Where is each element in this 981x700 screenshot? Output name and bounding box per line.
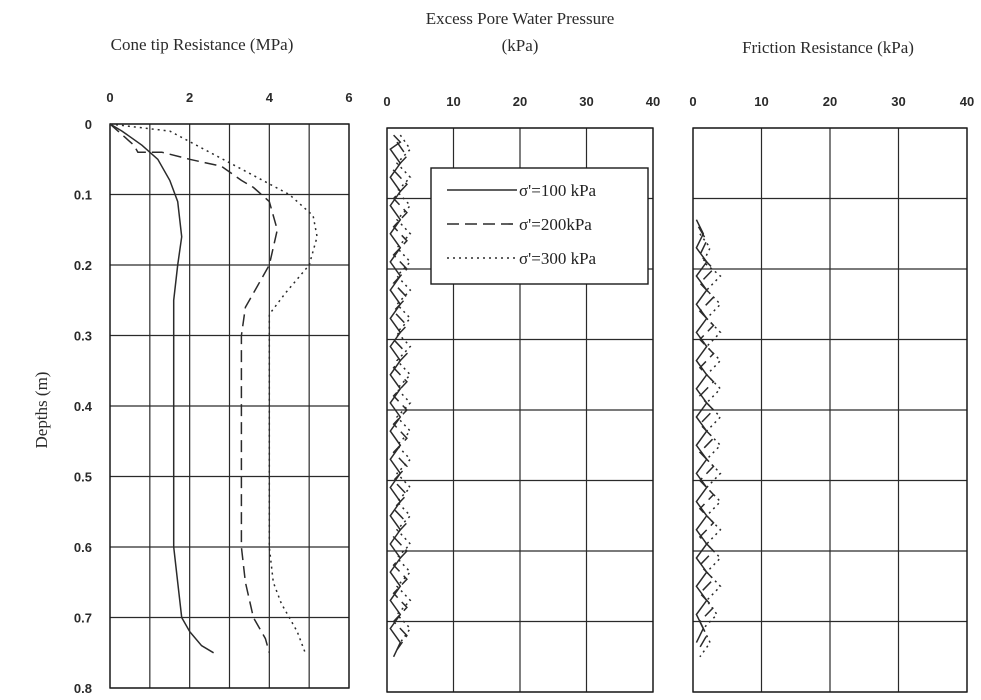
legend-box [430, 167, 649, 285]
y-tick-label: 0.8 [74, 681, 92, 696]
panel-cone: Cone tip Resistance (MPa) 0 2 4 6 0 0.1 0.2 0.3 0… [74, 35, 353, 696]
series-line-solid [389, 134, 402, 658]
series-line-dotted [395, 134, 412, 644]
x-tick-label: 30 [579, 94, 593, 109]
y-tick-label: 0.1 [74, 188, 92, 203]
y-axis-title: Depths (m) [32, 372, 51, 449]
panel-title-pore: Excess Pore Water Pressure [426, 9, 615, 28]
series-line-dotted [699, 233, 722, 658]
panel-title-pore-line2: (kPa) [502, 36, 539, 55]
panel-friction: Friction Resistance (kPa) 0 10 20 30 40 [689, 38, 974, 693]
panel-pore: Excess Pore Water Pressure (kPa) 0 10 20 30 40… [383, 9, 660, 693]
y-tick-label: 0.7 [74, 611, 92, 626]
x-tick-label: 0 [106, 90, 113, 105]
series-line-dotted [109, 123, 318, 654]
x-tick-label: 6 [345, 90, 352, 105]
series-line-solid [695, 219, 708, 643]
legend: σ'=100 kPa σ'=200kPa σ'=300 kPa [430, 167, 649, 285]
x-tick-label: 10 [754, 94, 768, 109]
x-tick-label: 4 [266, 90, 274, 105]
panel-title-friction: Friction Resistance (kPa) [742, 38, 914, 57]
x-tick-label: 2 [186, 90, 193, 105]
x-tick-label: 20 [823, 94, 837, 109]
y-tick-label: 0.3 [74, 329, 92, 344]
legend-label: σ'=200kPa [519, 215, 592, 234]
y-tick-label: 0.2 [74, 258, 92, 273]
x-tick-label: 30 [891, 94, 905, 109]
x-tick-label: 0 [383, 94, 390, 109]
y-tick-label: 0.6 [74, 540, 92, 555]
y-tick-label: 0 [85, 117, 92, 132]
y-tick-label: 0.4 [74, 399, 93, 414]
series-line-solid [109, 123, 214, 654]
legend-label: σ'=300 kPa [519, 249, 597, 268]
panel-title-cone: Cone tip Resistance (MPa) [111, 35, 294, 54]
x-tick-label: 20 [513, 94, 527, 109]
plot-frame [386, 127, 654, 693]
x-tick-label: 40 [960, 94, 974, 109]
x-tick-label: 0 [689, 94, 696, 109]
plot-frame [692, 127, 968, 693]
legend-label: σ'=100 kPa [519, 181, 597, 200]
series-line-dashed [109, 123, 279, 653]
x-tick-label: 40 [646, 94, 660, 109]
series-line-dashed [392, 141, 408, 651]
x-tick-label: 10 [446, 94, 460, 109]
plot-frame [109, 123, 350, 689]
y-tick-label: 0.5 [74, 470, 92, 485]
